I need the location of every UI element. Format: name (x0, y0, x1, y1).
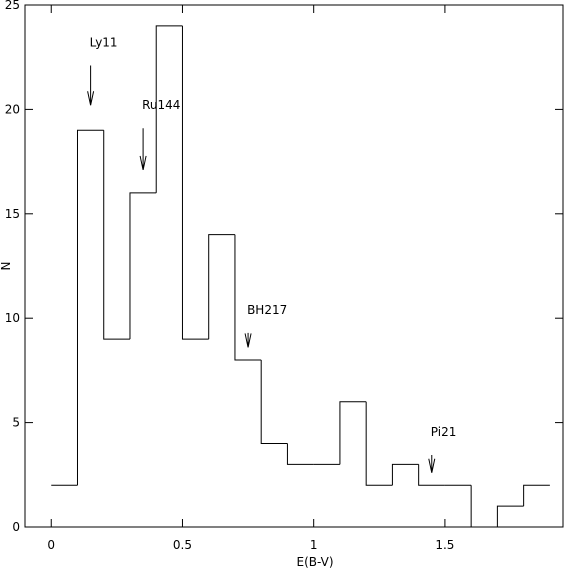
annotation-label: Ru144 (142, 98, 180, 112)
histogram-bin (155, 25, 183, 193)
annotation-label: Pi21 (431, 425, 457, 439)
y-tick-label: 0 (12, 520, 20, 534)
x-axis-label: E(B-V) (296, 555, 333, 569)
histogram-bin (208, 234, 235, 340)
histogram-bin (234, 234, 262, 361)
histogram-bin (339, 401, 367, 465)
y-axis-label: N (0, 262, 13, 271)
histogram-bin (391, 463, 419, 486)
y-tick-label: 20 (5, 102, 20, 116)
x-tick-label: 1.5 (435, 538, 454, 552)
histogram-bin (76, 129, 104, 486)
histogram-bin (470, 485, 498, 528)
annotation-label: BH217 (247, 303, 287, 317)
y-tick-label: 10 (5, 311, 20, 325)
y-tick-label: 15 (5, 207, 20, 221)
annotation-label: Ly11 (90, 36, 118, 50)
plot-frame (24, 4, 564, 528)
x-tick-label: 0 (47, 538, 55, 552)
annotation-arrow (87, 65, 95, 106)
annotation-arrow (139, 128, 147, 171)
annotation-arrow (244, 332, 252, 348)
histogram-bin (496, 505, 524, 527)
histogram-bin (129, 192, 157, 340)
histogram-bin (418, 464, 445, 486)
histogram-bin (181, 25, 209, 340)
histogram-bin (365, 401, 393, 486)
x-tick-label: 1 (310, 538, 318, 552)
histogram-bin (260, 359, 288, 444)
x-tick-label: 0.5 (173, 538, 192, 552)
histogram-bin (286, 443, 314, 465)
y-tick-label: 5 (12, 416, 20, 430)
histogram-bin (523, 484, 550, 507)
annotation-arrow (428, 454, 436, 473)
histogram-bin (103, 130, 130, 340)
y-tick-label: 25 (5, 0, 20, 12)
